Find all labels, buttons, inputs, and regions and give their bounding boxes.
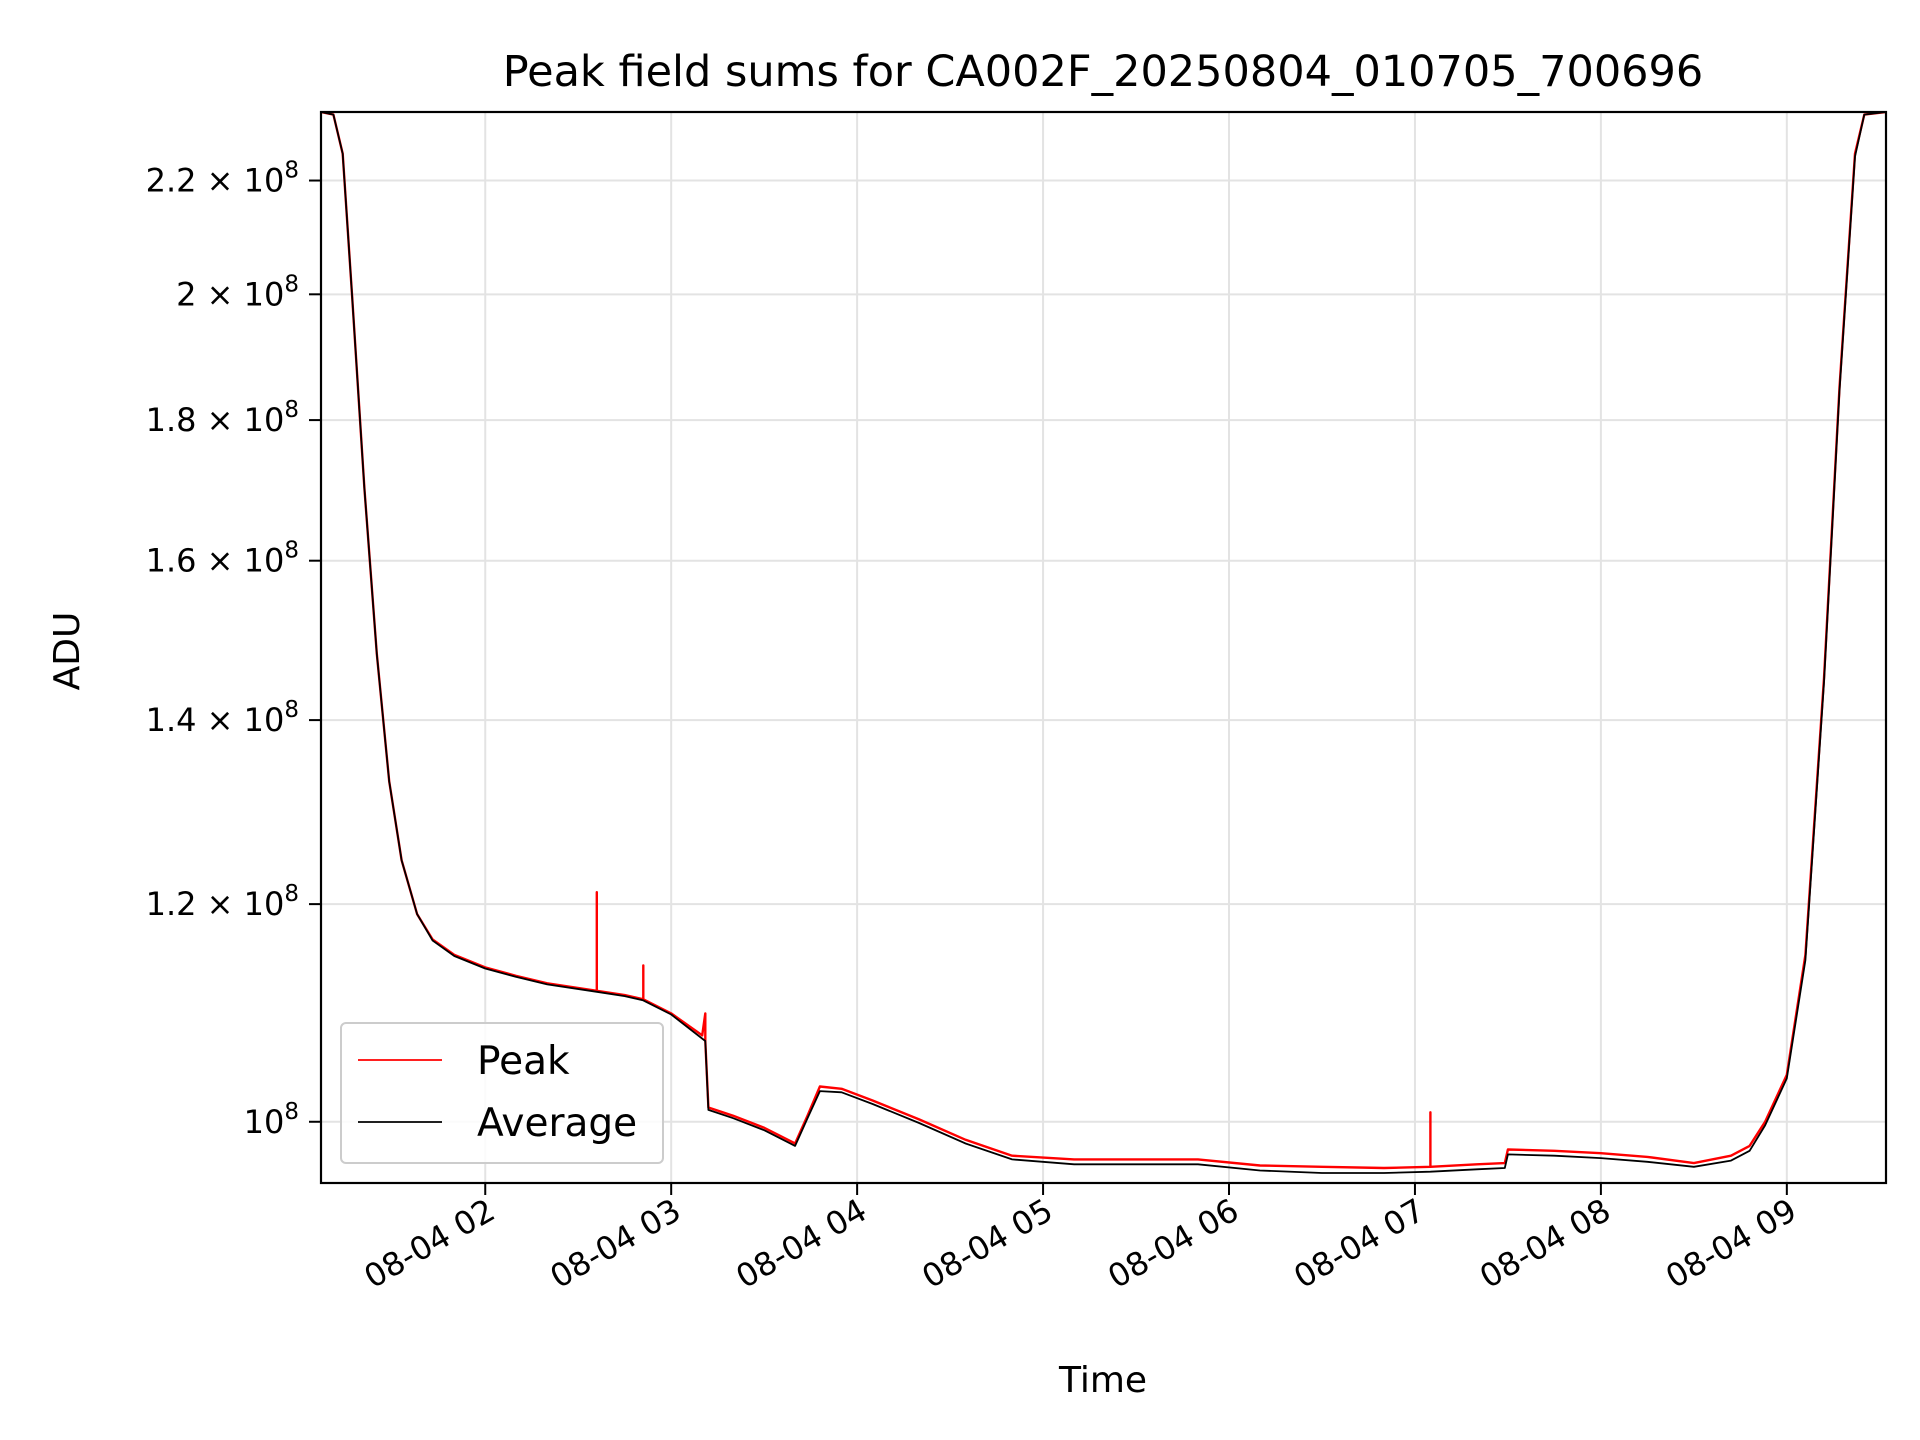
legend-label: Average [477,1101,637,1146]
y-tick-exponent: 8 [284,881,299,907]
y-tick-mantissa: 10 [244,1103,285,1141]
legend-label: Peak [477,1039,570,1084]
series-line-average [321,112,1886,1174]
y-tick-exponent: 8 [284,697,299,723]
y-tick-exponent: 8 [284,271,299,297]
y-tick-mantissa: 1.4 × 10 [146,701,285,739]
y-tick-label: 1.4 × 108 [146,697,299,739]
y-tick-mantissa: 1.6 × 10 [146,542,285,580]
y-tick-exponent: 8 [284,158,299,184]
y-tick-exponent: 8 [284,397,299,423]
legend-box [340,1022,664,1164]
y-tick-label: 1.6 × 108 [146,538,299,580]
x-axis-label: Time [1058,1360,1147,1401]
y-tick-mantissa: 2.2 × 10 [146,162,285,200]
series-layer [321,112,1886,1174]
y-tick-label: 2.2 × 108 [146,158,299,200]
y-axis-label: ADU [47,612,88,691]
y-tick-label: 1.8 × 108 [146,397,299,439]
y-tick-mantissa: 2 × 10 [176,275,284,313]
y-tick-exponent: 8 [284,538,299,564]
y-tick-label: 2 × 108 [176,271,299,313]
y-tick-label: 1.2 × 108 [146,881,299,923]
series-line-peak [321,112,1886,1170]
plot-frame [319,110,1888,1185]
y-tick-mantissa: 1.2 × 10 [146,885,285,923]
y-tick-label: 108 [244,1099,299,1141]
legend: Peak Average [340,1022,664,1164]
y-tick-mantissa: 1.8 × 10 [146,401,285,439]
y-tick-exponent: 8 [284,1099,299,1125]
chart-title: Peak field sums for CA002F_20250804_0107… [503,47,1704,97]
